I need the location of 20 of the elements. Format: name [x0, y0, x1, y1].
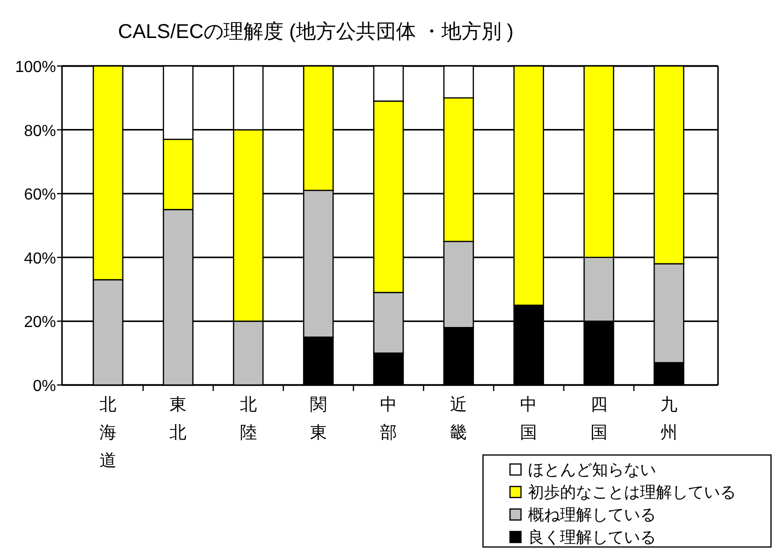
x-tick-label: 九州 — [660, 395, 678, 442]
x-tick-label: 中国 — [520, 395, 538, 442]
x-tick-label: 北海道 — [100, 395, 117, 470]
x-tick-label: 関東 — [310, 395, 327, 442]
legend-label: 良く理解している — [528, 528, 656, 546]
y-tick-label: 80% — [24, 122, 56, 140]
x-tick-label: 近畿 — [450, 395, 468, 442]
x-tick-label: 北陸 — [240, 395, 257, 442]
x-tick-label: 中部 — [380, 395, 397, 442]
legend-label: 概ね理解している — [528, 506, 656, 524]
legend-label: 初歩的なことは理解している — [528, 484, 736, 502]
x-tick-label: 四国 — [590, 395, 608, 442]
y-tick-label: 60% — [24, 186, 56, 204]
legend-label: ほとんど知らない — [528, 462, 656, 479]
chart-title: CALS/ECの理解度 (地方公共団体 ・地方別 ) — [118, 20, 514, 43]
y-tick-label: 100% — [15, 59, 56, 76]
x-tick-label: 東北 — [170, 395, 187, 442]
y-tick-label: 0% — [32, 378, 56, 395]
y-tick-label: 40% — [24, 250, 56, 268]
y-tick-label: 20% — [24, 314, 56, 332]
